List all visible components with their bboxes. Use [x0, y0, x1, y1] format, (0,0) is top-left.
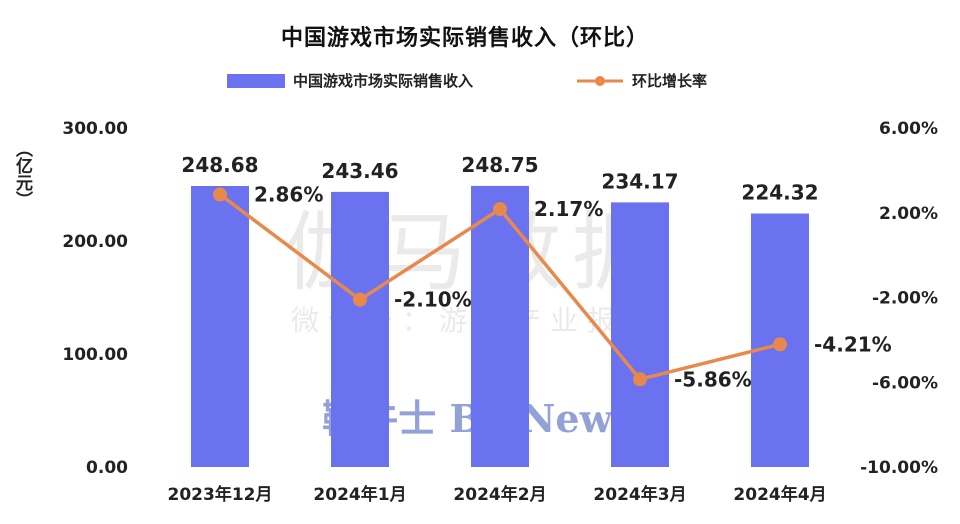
growth-point — [213, 187, 227, 202]
bar-value-label: 243.46 — [321, 159, 398, 183]
right-tick-label: -10.00% — [860, 458, 938, 478]
growth-point — [773, 337, 787, 352]
chart-title: 中国游戏市场实际销售收入（环比） — [281, 25, 649, 51]
x-tick-label: 2024年2月 — [453, 484, 546, 505]
growth-point — [633, 372, 647, 387]
growth-line — [213, 187, 787, 387]
x-axis-ticks: 2023年12月 2024年1月 2024年2月 2024年3月 2024年4月 — [168, 484, 827, 505]
growth-value-label: -2.10% — [394, 288, 472, 312]
bars — [191, 185, 809, 468]
bar — [331, 191, 389, 467]
left-tick-label: 200.00 — [62, 232, 128, 252]
x-tick-label: 2024年4月 — [733, 484, 826, 505]
right-tick-label: 2.00% — [879, 204, 938, 224]
growth-value-label: -5.86% — [674, 367, 752, 391]
right-tick-label: -6.00% — [872, 373, 938, 393]
line-labels: 2.86% -2.10% 2.17% -5.86% -4.21% — [254, 183, 892, 392]
growth-value-label: 2.17% — [534, 197, 603, 221]
right-axis-ticks: -10.00% -6.00% -2.00% 2.00% 6.00% — [860, 119, 938, 478]
bar-value-label: 248.75 — [461, 153, 538, 177]
bar — [611, 202, 669, 468]
growth-value-label: -4.21% — [814, 332, 892, 356]
legend-swatch-bar — [227, 74, 285, 88]
left-axis-ticks: 0.00 100.00 200.00 300.00 — [62, 119, 128, 478]
growth-point — [353, 292, 367, 307]
legend-swatch-marker — [595, 76, 605, 86]
left-tick-label: 300.00 — [62, 119, 128, 139]
x-tick-label: 2024年1月 — [313, 484, 406, 505]
bar-value-label: 234.17 — [601, 169, 678, 193]
y-axis-unit: （亿元） — [12, 140, 33, 208]
right-tick-label: -2.00% — [872, 289, 938, 309]
right-tick-label: 6.00% — [879, 119, 938, 139]
bar-value-label: 248.68 — [181, 153, 258, 177]
legend-label-bar: 中国游戏市场实际销售收入 — [293, 72, 473, 90]
left-tick-label: 0.00 — [86, 458, 128, 478]
x-tick-label: 2023年12月 — [168, 484, 273, 505]
legend-label-line: 环比增长率 — [632, 72, 707, 90]
legend: 中国游戏市场实际销售收入 环比增长率 — [227, 72, 707, 90]
bar-labels: 248.68 243.46 248.75 234.17 224.32 — [181, 153, 818, 205]
bar — [471, 185, 529, 467]
growth-value-label: 2.86% — [254, 183, 323, 207]
x-tick-label: 2024年3月 — [593, 484, 686, 505]
bar — [191, 185, 249, 468]
growth-point — [493, 202, 507, 217]
left-tick-label: 100.00 — [62, 345, 128, 365]
bar-value-label: 224.32 — [741, 181, 818, 205]
